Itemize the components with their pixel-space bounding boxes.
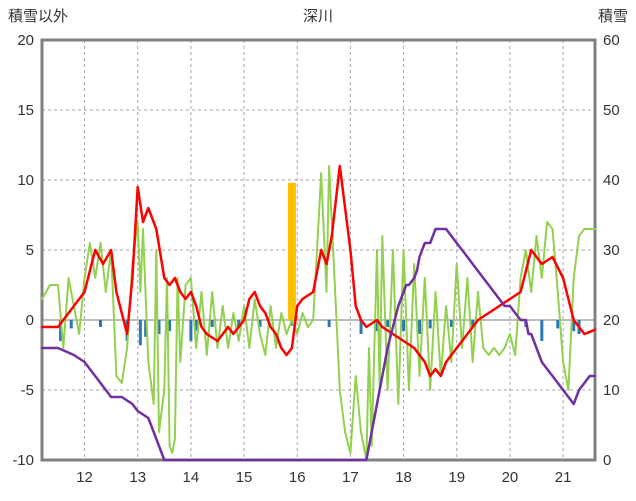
x-tick-label: 16 xyxy=(289,469,306,486)
y-right-tick-label: 30 xyxy=(603,242,620,259)
blue-bar xyxy=(194,320,198,332)
y-right-tick-label: 20 xyxy=(603,312,620,329)
y-right-tick-label: 40 xyxy=(603,172,620,189)
blue-bar xyxy=(157,320,161,334)
blue-bar xyxy=(556,320,560,329)
blue-bar xyxy=(572,320,576,332)
y-right-tick-label: 50 xyxy=(603,102,620,119)
blue-bar xyxy=(138,320,142,346)
y-left-tick-label: -5 xyxy=(21,382,34,399)
blue-bar xyxy=(189,320,193,341)
y-left-tick-label: 0 xyxy=(26,312,34,329)
blue-bar xyxy=(418,320,422,334)
x-tick-label: 21 xyxy=(555,469,572,486)
blue-bar xyxy=(59,320,63,341)
left-axis-title: 積雪以外 xyxy=(8,8,69,25)
blue-bar xyxy=(237,320,241,327)
purple-series xyxy=(40,227,597,462)
x-tick-label: 19 xyxy=(448,469,465,486)
blue-bar xyxy=(386,320,390,327)
blue-bar xyxy=(428,320,432,329)
x-tick-label: 12 xyxy=(76,469,93,486)
chart-title: 深川 xyxy=(302,8,333,25)
blue-bar xyxy=(210,320,214,327)
y-left-tick-label: 5 xyxy=(26,242,34,259)
x-tick-label: 15 xyxy=(236,469,253,486)
red-series xyxy=(40,164,597,378)
x-tick-label: 20 xyxy=(502,469,519,486)
blue-bar xyxy=(540,320,544,341)
y-right-tick-label: 0 xyxy=(603,452,611,469)
x-tick-label: 18 xyxy=(395,469,412,486)
blue-bar xyxy=(375,320,379,332)
green-series xyxy=(41,165,596,461)
blue-bar xyxy=(359,320,363,334)
blue-bar xyxy=(168,320,172,332)
blue-bar xyxy=(327,320,331,327)
right-axis-title: 積雪 xyxy=(597,8,628,25)
blue-bar xyxy=(258,320,262,327)
blue-bar xyxy=(98,320,102,327)
y-right-tick-label: 10 xyxy=(603,382,620,399)
x-tick-label: 17 xyxy=(342,469,359,486)
y-left-tick-label: 10 xyxy=(17,172,34,189)
x-tick-label: 14 xyxy=(183,469,200,486)
blue-bar xyxy=(402,320,406,332)
y-left-tick-label: -10 xyxy=(12,452,34,469)
y-left-tick-label: 20 xyxy=(17,32,34,49)
blue-bar xyxy=(449,320,453,327)
blue-bar xyxy=(69,320,73,329)
x-tick-label: 13 xyxy=(129,469,146,486)
orange-bar xyxy=(287,182,296,320)
y-right-tick-label: 60 xyxy=(603,32,620,49)
blue-bar xyxy=(144,320,148,337)
y-left-tick-label: 15 xyxy=(17,102,34,119)
blue-bar xyxy=(471,320,475,326)
